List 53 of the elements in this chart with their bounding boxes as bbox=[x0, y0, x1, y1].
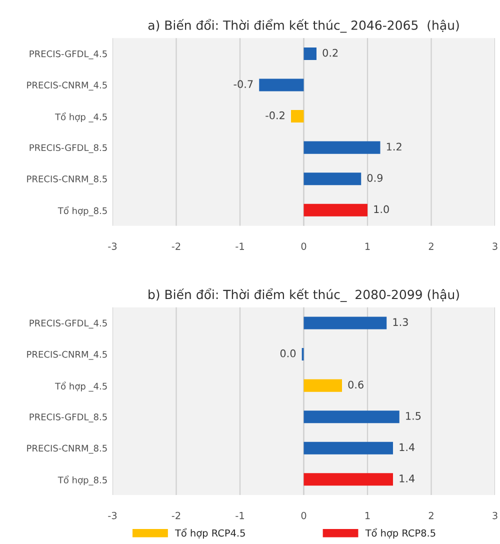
x-tick-label: 1 bbox=[365, 512, 370, 520]
bar bbox=[304, 316, 387, 330]
bar bbox=[304, 442, 393, 454]
data-label: 1.5 bbox=[406, 412, 421, 420]
y-tick-label: PRECIS-CNRM_8.5 bbox=[27, 444, 107, 454]
bar bbox=[259, 78, 304, 92]
data-label: 0.6 bbox=[348, 380, 364, 389]
bar bbox=[304, 473, 393, 486]
x-tick-label: -1 bbox=[236, 512, 244, 520]
y-tick-label: Tổ hợp_8.5 bbox=[58, 206, 107, 216]
legend-label: Tổ hợp RCP8.5 bbox=[365, 528, 436, 539]
data-label: 1.2 bbox=[386, 142, 402, 150]
y-tick-label: PRECIS-CNRM_8.5 bbox=[27, 175, 107, 184]
bar bbox=[304, 141, 380, 154]
x-tick-label: 2 bbox=[428, 242, 434, 250]
bar bbox=[304, 172, 362, 186]
bar bbox=[304, 204, 368, 216]
x-tick-label: 3 bbox=[492, 512, 498, 520]
data-label: 0.2 bbox=[322, 48, 338, 57]
data-label: 1.0 bbox=[374, 205, 389, 214]
y-tick-label: Tổ hợp_8.5 bbox=[58, 476, 107, 486]
y-tick-label: PRECIS-GFDL_8.5 bbox=[30, 413, 107, 422]
x-tick-label: 3 bbox=[492, 242, 498, 250]
x-tick-label: 0 bbox=[301, 242, 306, 250]
bar bbox=[304, 47, 316, 60]
y-tick-label: PRECIS-CNRM_4.5 bbox=[27, 350, 107, 360]
data-label: -0.7 bbox=[234, 80, 253, 88]
y-tick-label: PRECIS-GFDL_4.5 bbox=[30, 50, 107, 60]
data-label: 1.4 bbox=[400, 443, 415, 451]
data-label: 0.0 bbox=[280, 349, 296, 358]
bar bbox=[291, 110, 304, 123]
x-tick-label: -3 bbox=[108, 512, 117, 520]
legend-label: Tổ hợp RCP4.5 bbox=[174, 528, 245, 539]
y-tick-label: PRECIS-CNRM_4.5 bbox=[27, 82, 107, 90]
chart-title: a) Biến đổi: Thời điểm kết thúc_ 2046-2065 (hậu) bbox=[148, 18, 459, 33]
data-label: -0.2 bbox=[266, 111, 284, 120]
x-tick-label: 1 bbox=[365, 242, 370, 250]
data-label: 1.4 bbox=[400, 474, 415, 482]
x-tick-label: -2 bbox=[172, 242, 180, 250]
data-label: 1.3 bbox=[393, 318, 408, 326]
y-tick-label: PRECIS-GFDL_8.5 bbox=[30, 144, 107, 154]
x-tick-label: -1 bbox=[236, 242, 244, 250]
x-tick-label: 0 bbox=[301, 512, 306, 520]
y-tick-label: Tổ hợp _4.5 bbox=[54, 382, 107, 392]
x-tick-label: -3 bbox=[108, 242, 117, 250]
y-tick-label: Tổ hợp _4.5 bbox=[54, 112, 107, 122]
x-tick-label: 2 bbox=[428, 512, 434, 520]
y-tick-label: PRECIS-GFDL_4.5 bbox=[30, 320, 107, 328]
data-label: 0.9 bbox=[367, 174, 383, 182]
bar bbox=[304, 379, 342, 392]
chart-title: b) Biến đổi: Thời điểm kết thúc_ 2080-2099 (hậu) bbox=[148, 288, 459, 302]
bar bbox=[304, 410, 400, 424]
x-tick-label: -2 bbox=[172, 512, 180, 520]
